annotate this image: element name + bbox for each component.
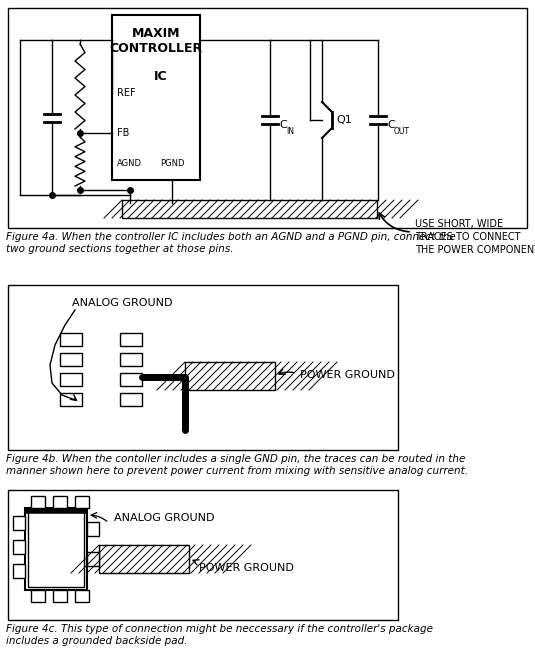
Bar xyxy=(99,545,189,573)
Text: AGND: AGND xyxy=(117,158,142,168)
Bar xyxy=(120,333,142,346)
Bar xyxy=(87,522,99,536)
Bar xyxy=(120,393,142,406)
Bar xyxy=(120,373,142,386)
Bar xyxy=(13,564,25,578)
Text: PGND: PGND xyxy=(160,158,185,168)
Bar xyxy=(75,590,89,602)
Bar xyxy=(8,8,527,228)
Bar xyxy=(13,516,25,530)
Text: Figure 4b. When the contoller includes a single GND pin, the traces can be route: Figure 4b. When the contoller includes a… xyxy=(6,454,468,475)
Bar xyxy=(31,496,45,508)
Text: C: C xyxy=(279,120,287,130)
Bar xyxy=(60,353,82,366)
Bar xyxy=(185,362,275,390)
Text: FB: FB xyxy=(117,128,129,138)
Bar xyxy=(53,496,67,508)
Bar xyxy=(112,15,200,180)
Text: ANALOG GROUND: ANALOG GROUND xyxy=(114,513,215,523)
Bar xyxy=(13,540,25,554)
Text: USE SHORT, WIDE
TRACES TO CONNECT
THE POWER COMPONENTS: USE SHORT, WIDE TRACES TO CONNECT THE PO… xyxy=(415,219,535,256)
Bar xyxy=(53,590,67,602)
Bar xyxy=(60,373,82,386)
Bar xyxy=(120,353,142,366)
Text: Figure 4c. This type of connection might be neccessary if the controller's packa: Figure 4c. This type of connection might… xyxy=(6,624,433,645)
Text: Figure 4a. When the controller IC includes both an AGND and a PGND pin, connect : Figure 4a. When the controller IC includ… xyxy=(6,232,456,254)
Text: IC: IC xyxy=(154,70,168,83)
Text: IN: IN xyxy=(286,128,294,136)
Bar xyxy=(25,508,87,590)
Bar xyxy=(60,393,82,406)
Text: Q1: Q1 xyxy=(336,115,351,125)
Bar xyxy=(87,552,99,566)
Text: ANALOG GROUND: ANALOG GROUND xyxy=(72,298,172,308)
Bar xyxy=(31,590,45,602)
Text: OUT: OUT xyxy=(394,128,410,136)
Bar xyxy=(28,511,84,587)
Bar xyxy=(60,333,82,346)
Bar xyxy=(8,285,398,450)
Text: MAXIM
CONTROLLER: MAXIM CONTROLLER xyxy=(110,27,203,55)
Bar xyxy=(122,200,377,218)
Bar xyxy=(8,490,398,620)
Bar xyxy=(75,496,89,508)
Text: POWER GROUND: POWER GROUND xyxy=(300,370,395,380)
Text: REF: REF xyxy=(117,88,136,98)
Text: C: C xyxy=(387,120,395,130)
Text: POWER GROUND: POWER GROUND xyxy=(199,563,294,573)
